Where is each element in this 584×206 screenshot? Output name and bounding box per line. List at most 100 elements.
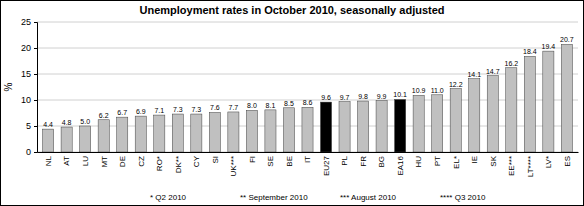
x-tick-label: EL* (452, 156, 461, 169)
data-label: 8.5 (284, 100, 294, 107)
data-label: 9.8 (358, 93, 368, 100)
data-label: 6.9 (136, 108, 146, 115)
x-tick: RO* (155, 156, 164, 171)
bar (191, 114, 202, 152)
x-tick-label: LT**** (526, 156, 535, 177)
x-tick-label: EU27 (322, 155, 331, 176)
x-tick: UK*** (229, 156, 238, 176)
bar (228, 112, 239, 152)
y-tick-label: 20 (21, 43, 31, 53)
data-label: 8.6 (303, 99, 313, 106)
x-tick: BE (285, 156, 294, 167)
footnote: *** August 2010 (340, 193, 397, 202)
x-tick: LT**** (526, 156, 535, 177)
x-tick-label: PL (340, 155, 349, 165)
x-tick-label: CY (192, 155, 201, 167)
data-label: 7.1 (154, 107, 164, 114)
x-tick-label: EE*** (507, 156, 516, 176)
x-tick: AT (62, 156, 71, 166)
x-tick: SE (266, 156, 275, 167)
data-label: 12.2 (449, 81, 463, 88)
x-tick-label: CZ (137, 156, 146, 167)
y-tick: 0 (26, 147, 37, 157)
plot: 0510152025NLATLUMTDECZRO*DK**CYSIUK***FI… (21, 17, 579, 177)
x-tick: EA16 (396, 155, 405, 175)
x-tick-label: HU (414, 156, 423, 168)
y-tick-label: 5 (26, 121, 31, 131)
bar (450, 89, 461, 152)
y-tick-mark (34, 22, 37, 23)
x-axis: NLATLUMTDECZRO*DK**CYSIUK***FISEBEITEU27… (38, 153, 579, 178)
data-label: 10.1 (393, 91, 407, 98)
x-tick: SK (489, 155, 498, 166)
x-tick-label: ES (563, 156, 572, 167)
data-label: 9.9 (377, 93, 387, 100)
x-tick: FR (359, 156, 368, 167)
bar (376, 101, 387, 152)
grid-line (37, 22, 578, 23)
bar (135, 116, 146, 152)
y-tick-mark (34, 100, 37, 101)
bar (320, 102, 331, 152)
x-tick-label: BE (285, 156, 294, 167)
bar (561, 44, 572, 152)
title: Unemployment rates in October 2010, seas… (139, 4, 444, 16)
y-tick-label: 10 (21, 95, 31, 105)
x-tick-label: SK (489, 155, 498, 166)
y-tick: 10 (21, 95, 37, 105)
x-tick-label: DE (118, 156, 127, 167)
x-tick-label: PT (433, 156, 442, 166)
x-tick: BG (377, 156, 386, 168)
frame (1, 1, 584, 206)
data-label: 6.7 (117, 109, 127, 116)
data-label: 9.6 (321, 94, 331, 101)
x-tick: EL* (452, 156, 461, 169)
x-tick-label: UK*** (229, 156, 238, 176)
y-tick: 20 (21, 43, 37, 53)
x-tick-label: FR (359, 156, 368, 167)
data-label: 20.7 (560, 36, 574, 43)
y-axis: 0510152025 (21, 17, 38, 157)
y-axis-title: % (3, 82, 14, 91)
x-tick-label: AT (62, 156, 71, 166)
y-tick: 5 (26, 121, 37, 131)
footnote: **** Q3 2010 (440, 193, 486, 202)
y-tick-mark (34, 74, 37, 75)
bars (43, 44, 573, 152)
x-tick: DK** (174, 156, 183, 173)
x-tick-label: EA16 (396, 155, 405, 175)
data-label: 4.4 (43, 121, 53, 128)
data-label: 6.2 (99, 112, 109, 119)
x-tick-label: LV* (544, 156, 553, 168)
x-tick: EE*** (507, 156, 516, 176)
bar (543, 51, 554, 152)
x-tick: LU (81, 156, 90, 166)
x-tick: ES (563, 156, 572, 167)
footnotes: * Q2 2010** September 2010*** August 201… (150, 193, 486, 202)
bar (469, 79, 480, 152)
x-tick: HU (414, 156, 423, 168)
x-tick: CZ (137, 156, 146, 167)
x-tick: EU27 (322, 155, 331, 176)
data-label: 14.1 (467, 71, 481, 78)
bar (506, 68, 517, 152)
x-tick: SI (211, 156, 220, 164)
bar (302, 107, 313, 152)
y-tick-mark (34, 126, 37, 127)
bar (154, 115, 165, 152)
bar (246, 110, 257, 152)
y-tick-label: 25 (21, 17, 31, 27)
bar (358, 101, 369, 152)
x-axis-line (38, 152, 579, 153)
x-tick: PT (433, 156, 442, 166)
x-tick-label: IE (470, 156, 479, 164)
chart: Unemployment rates in October 2010, seas… (0, 0, 584, 206)
bar (432, 95, 443, 152)
bar (43, 129, 54, 152)
y-tick-label: 0 (26, 147, 31, 157)
data-label: 7.6 (210, 104, 220, 111)
bar (80, 126, 91, 152)
bar (283, 108, 294, 152)
bar (61, 127, 72, 152)
data-label: 16.2 (504, 60, 518, 67)
